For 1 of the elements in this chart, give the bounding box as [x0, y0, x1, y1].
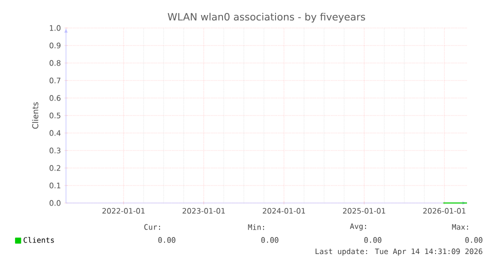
chart-title: WLAN wlan0 associations - by fiveyears: [168, 12, 366, 22]
